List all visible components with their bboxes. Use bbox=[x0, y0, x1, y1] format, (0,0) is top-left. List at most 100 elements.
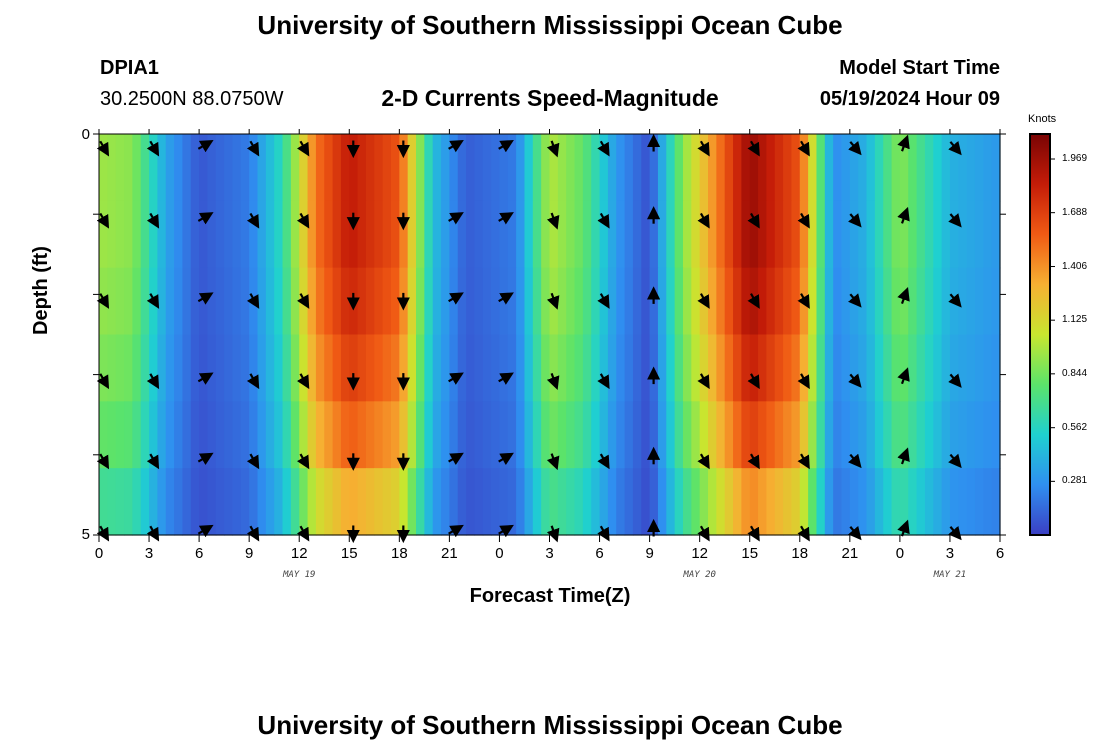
heat-cell bbox=[224, 134, 234, 202]
heat-cell bbox=[532, 401, 542, 469]
heat-cell bbox=[115, 267, 125, 336]
heat-cell bbox=[432, 401, 442, 469]
heat-cell bbox=[374, 401, 384, 469]
heat-cell bbox=[557, 401, 567, 469]
heat-cell bbox=[924, 200, 934, 269]
current-vector-arrow bbox=[96, 140, 110, 157]
heat-cell bbox=[899, 134, 909, 202]
heat-cell bbox=[974, 334, 984, 402]
heat-cell bbox=[874, 267, 884, 336]
heat-cell bbox=[340, 200, 350, 269]
heat-cell bbox=[766, 200, 776, 269]
current-vector-arrow bbox=[797, 212, 810, 229]
heat-cell bbox=[916, 401, 926, 469]
heat-cell bbox=[499, 134, 509, 202]
heat-cell bbox=[849, 200, 859, 269]
current-vector-arrow bbox=[948, 373, 962, 388]
heat-cell bbox=[524, 468, 534, 536]
heat-cell bbox=[833, 267, 843, 336]
heat-cell bbox=[207, 468, 217, 536]
heat-cell bbox=[983, 134, 993, 202]
heat-cell bbox=[215, 334, 225, 402]
current-vector-arrow bbox=[448, 452, 464, 466]
current-vector-arrow bbox=[296, 373, 310, 390]
heat-cell bbox=[374, 468, 384, 536]
heat-cell bbox=[416, 200, 425, 269]
heat-cell bbox=[883, 134, 893, 202]
current-vector-arrow bbox=[146, 212, 160, 229]
heat-cell bbox=[758, 267, 768, 336]
heat-cell bbox=[315, 334, 325, 402]
heat-cell bbox=[682, 401, 692, 469]
heat-cell bbox=[858, 200, 868, 269]
current-vector-arrow bbox=[597, 373, 610, 390]
current-vector-arrow bbox=[498, 212, 514, 225]
current-vector-arrow bbox=[797, 140, 810, 157]
heat-cell bbox=[649, 134, 659, 202]
heat-cell bbox=[816, 134, 826, 202]
heat-cell bbox=[691, 267, 701, 336]
heat-cell bbox=[249, 334, 259, 402]
heat-cell bbox=[591, 200, 601, 269]
heat-cell bbox=[107, 468, 117, 536]
current-vector-arrow bbox=[197, 372, 214, 385]
heat-cell bbox=[374, 334, 384, 402]
heat-cell bbox=[833, 468, 843, 536]
heat-cell bbox=[432, 468, 442, 536]
heat-cell bbox=[324, 401, 334, 469]
heat-cell bbox=[783, 267, 793, 336]
heat-cell bbox=[866, 134, 876, 202]
current-vector-arrow bbox=[448, 292, 464, 305]
heat-cell bbox=[607, 200, 617, 269]
heat-cell bbox=[607, 134, 617, 202]
heat-cell bbox=[733, 401, 742, 469]
heat-cell bbox=[966, 267, 976, 336]
heat-cell bbox=[708, 267, 717, 336]
heat-cell bbox=[791, 200, 801, 269]
heat-cell bbox=[866, 334, 876, 402]
heat-cell bbox=[482, 334, 492, 402]
heat-cell bbox=[516, 401, 526, 469]
current-vector-arrow bbox=[797, 293, 810, 309]
heat-cell bbox=[632, 200, 642, 269]
current-vector-arrow bbox=[848, 293, 862, 308]
heat-cell bbox=[632, 334, 642, 402]
heat-cell bbox=[874, 200, 884, 269]
heat-cell bbox=[549, 468, 559, 536]
heat-cell bbox=[532, 267, 542, 336]
heat-cell bbox=[808, 200, 818, 269]
heat-cell bbox=[733, 468, 742, 536]
heat-cell bbox=[791, 334, 801, 402]
heat-cell bbox=[374, 200, 384, 269]
station-coords: 30.2500N 88.0750W bbox=[100, 88, 284, 110]
heat-cell bbox=[165, 334, 175, 402]
heat-cell bbox=[991, 334, 1001, 402]
heat-cell bbox=[691, 134, 701, 202]
heat-cell bbox=[132, 468, 142, 536]
heat-cell bbox=[524, 200, 534, 269]
heat-cell bbox=[215, 267, 225, 336]
current-vector-arrow bbox=[697, 293, 710, 309]
heat-cell bbox=[891, 267, 901, 336]
heat-cell bbox=[466, 134, 476, 202]
heat-cell bbox=[282, 468, 292, 536]
heat-cell bbox=[699, 134, 709, 202]
heat-cell bbox=[733, 200, 742, 269]
heat-cell bbox=[916, 134, 926, 202]
heat-cell bbox=[466, 334, 476, 402]
x-tick-label: 21 bbox=[841, 545, 859, 562]
station-id: DPIA1 bbox=[100, 57, 159, 79]
heat-cell bbox=[824, 334, 834, 402]
heat-cell bbox=[140, 267, 150, 336]
heat-cell bbox=[616, 267, 626, 336]
heat-cell bbox=[532, 134, 542, 202]
current-vector-arrow bbox=[747, 212, 760, 229]
heat-cell bbox=[507, 468, 517, 536]
heat-cell bbox=[190, 468, 200, 536]
heat-cell bbox=[624, 267, 634, 336]
heat-cell bbox=[708, 334, 717, 402]
day-label: MAY 21 bbox=[933, 570, 967, 580]
heat-cell bbox=[282, 401, 292, 469]
heat-cell bbox=[549, 200, 559, 269]
current-vector-arrow bbox=[246, 293, 260, 309]
